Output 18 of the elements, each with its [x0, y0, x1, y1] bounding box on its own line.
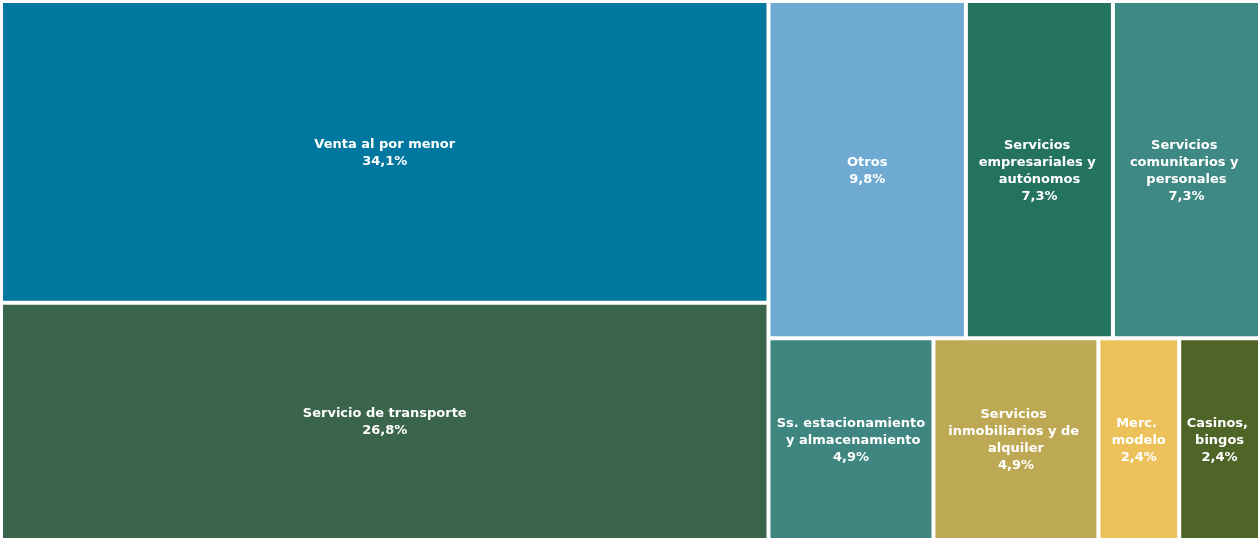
category-label: Servicio de transporte [302, 405, 467, 421]
data-label: 2,4% [1201, 448, 1238, 464]
category-label: Venta al por menor [314, 135, 456, 151]
data-label: 26,8% [362, 422, 408, 438]
data-label: 2,4% [1120, 448, 1157, 464]
category-label: Merc. modelo [1111, 414, 1166, 447]
category-label: Casinos, bingos [1186, 414, 1253, 447]
category-label: Servicios inmobiliarios y de alquiler [948, 406, 1084, 456]
data-label: 7,3% [1168, 187, 1205, 203]
category-label: Ss. estacionamiento y almacenamiento [776, 414, 926, 447]
data-label: 7,3% [1021, 187, 1058, 203]
data-label: 4,9% [832, 448, 870, 464]
category-label: Servicios comunitarios y personales [1129, 136, 1244, 186]
data-label: 4,9% [997, 457, 1034, 473]
data-label: 9,8% [849, 170, 886, 186]
category-label: Servicios empresariales y autónomos [978, 136, 1101, 186]
category-label: Otros [847, 153, 888, 169]
data-label: 34,1% [362, 152, 408, 168]
